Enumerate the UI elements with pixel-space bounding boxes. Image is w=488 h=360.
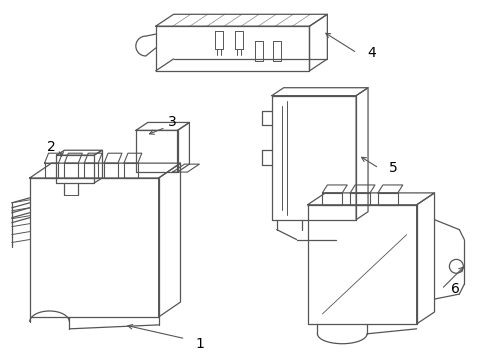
Text: 2: 2: [47, 140, 56, 154]
Text: 3: 3: [167, 116, 176, 130]
Text: 6: 6: [450, 282, 459, 296]
Text: 1: 1: [195, 337, 204, 351]
Text: 5: 5: [388, 161, 397, 175]
Text: 4: 4: [366, 46, 375, 60]
